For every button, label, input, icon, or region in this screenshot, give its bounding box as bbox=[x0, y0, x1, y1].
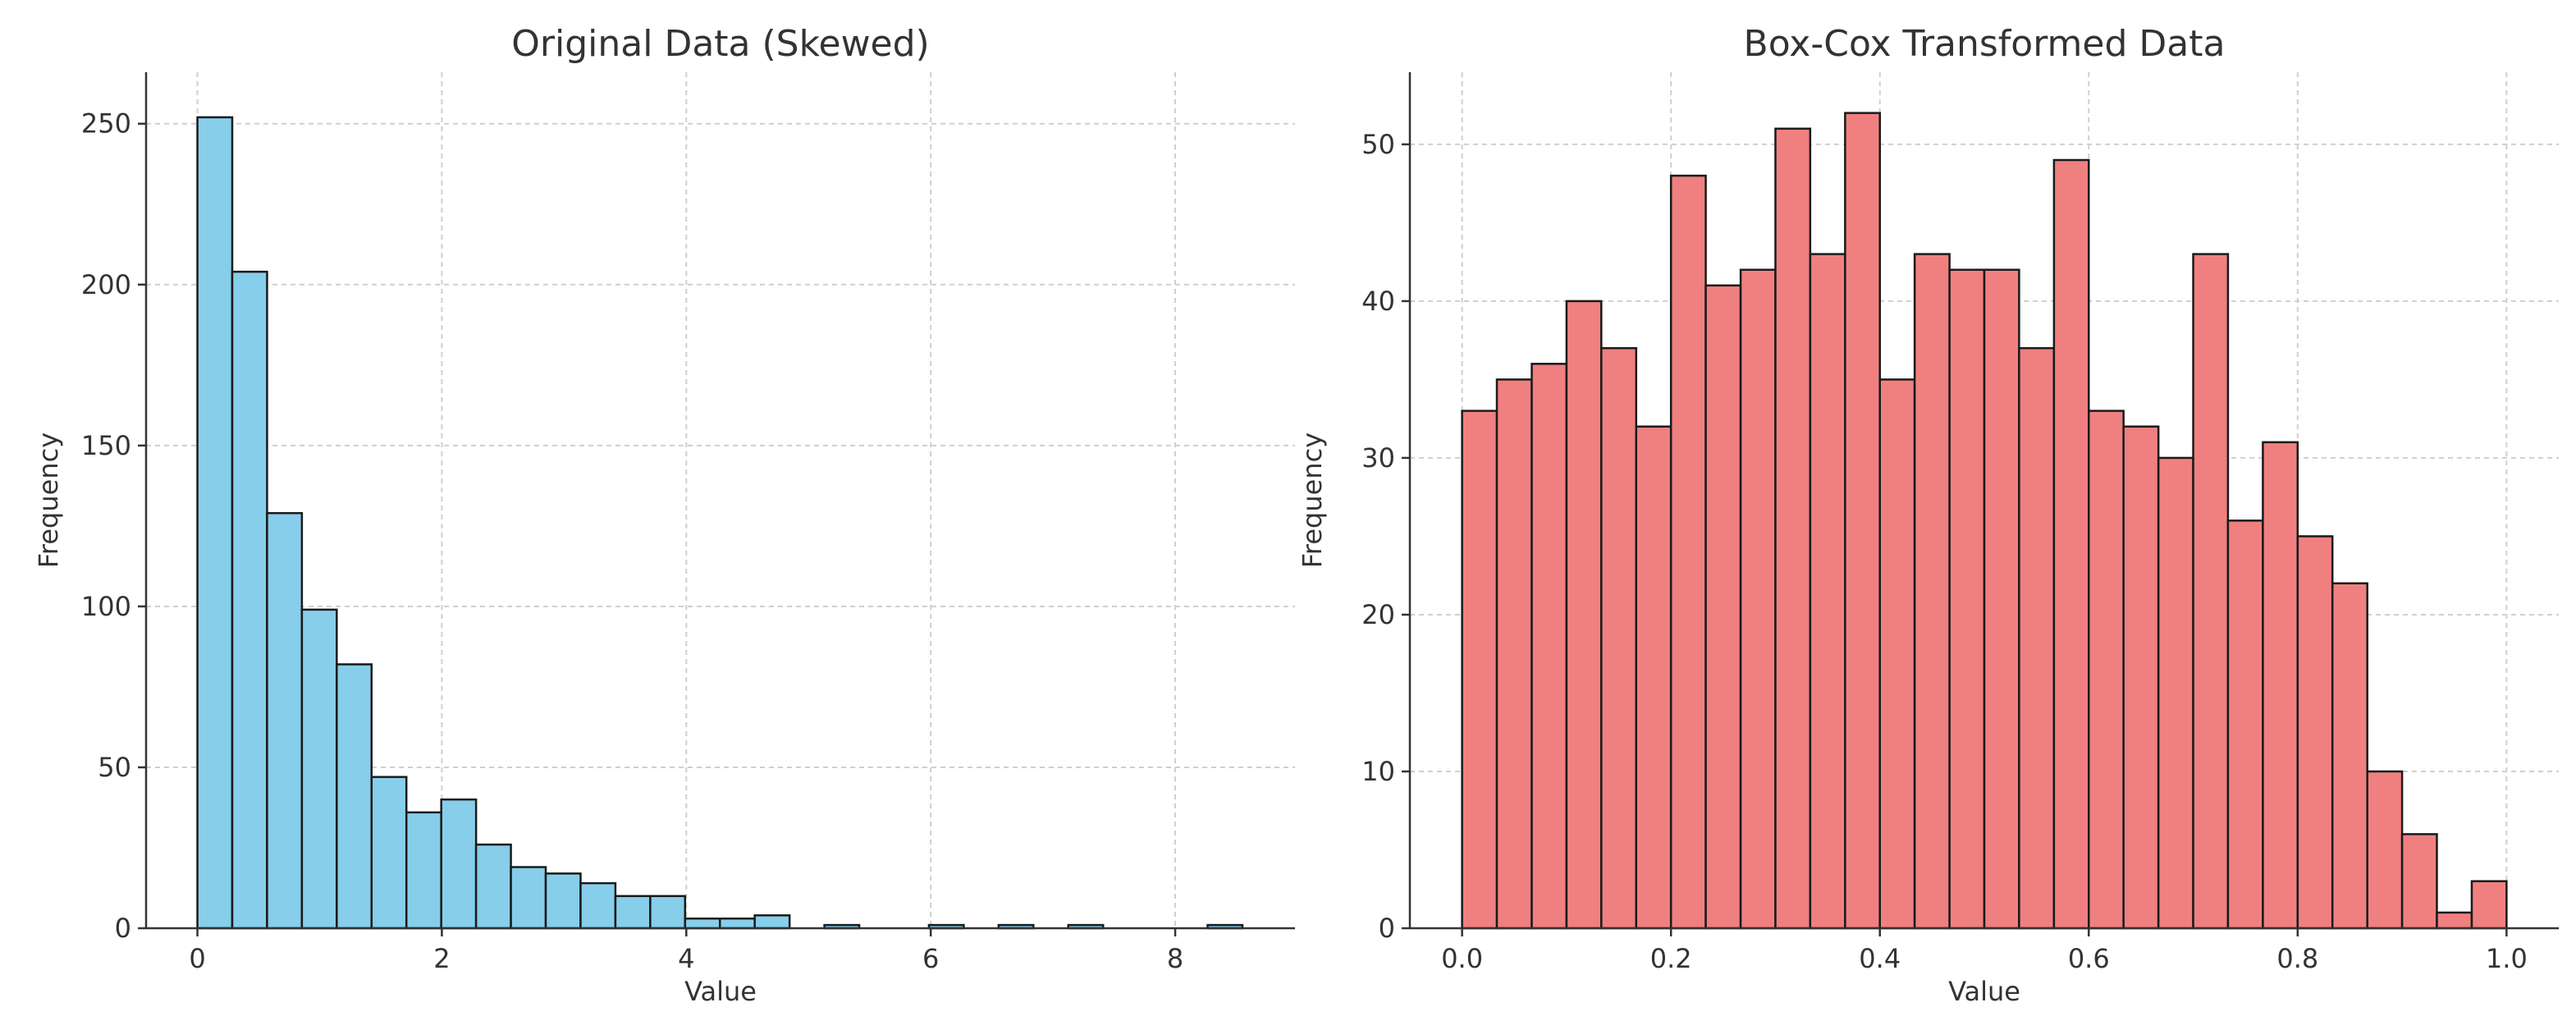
y-axis-label: Frequency bbox=[1297, 433, 1328, 568]
y-tick-label: 0 bbox=[115, 913, 131, 944]
x-axis-label: Value bbox=[1948, 976, 2020, 1007]
histogram-bar bbox=[1531, 363, 1568, 930]
histogram-bar bbox=[266, 511, 304, 930]
y-tick-label: 250 bbox=[81, 108, 131, 140]
histogram-bar bbox=[614, 895, 652, 930]
histogram-bar bbox=[1635, 425, 1672, 930]
histogram-bar bbox=[2157, 456, 2194, 930]
chart-title: Original Data (Skewed) bbox=[511, 23, 929, 65]
histogram-bar bbox=[2331, 582, 2368, 930]
x-tick-label: 0.2 bbox=[1650, 943, 1692, 974]
x-tick-label: 0 bbox=[189, 943, 205, 974]
histogram-bar bbox=[579, 881, 617, 930]
histogram-bar bbox=[1948, 268, 1986, 930]
histogram-bar bbox=[2052, 158, 2090, 930]
histogram-bar bbox=[2018, 346, 2056, 930]
histogram-bar bbox=[300, 608, 338, 930]
histogram-bar bbox=[649, 895, 687, 930]
y-tick-label: 0 bbox=[1379, 913, 1395, 944]
axes-spines bbox=[1408, 72, 2559, 930]
histogram-bar bbox=[719, 917, 756, 930]
histogram-bar bbox=[1739, 268, 1777, 930]
x-tick-label: 2 bbox=[433, 943, 450, 974]
histogram-bar bbox=[1669, 174, 1707, 930]
bars bbox=[196, 116, 1244, 930]
y-axis-label: Frequency bbox=[33, 433, 64, 568]
histogram-bar bbox=[1809, 253, 1846, 930]
histogram-bar bbox=[370, 776, 408, 930]
histogram-bar bbox=[1844, 112, 1881, 930]
histogram-bar bbox=[1461, 410, 1498, 930]
y-tick-label: 200 bbox=[81, 269, 131, 300]
y-tick-label: 10 bbox=[1361, 756, 1395, 787]
histogram-bar bbox=[2088, 410, 2125, 930]
histogram-bar bbox=[2262, 441, 2299, 930]
y-tick-label: 150 bbox=[81, 430, 131, 461]
histogram-bar bbox=[2470, 880, 2508, 930]
y-tick-label: 100 bbox=[81, 591, 131, 622]
histogram-bar bbox=[753, 914, 791, 930]
axes-spines bbox=[144, 72, 1295, 930]
x-tick-label: 0.8 bbox=[2276, 943, 2318, 974]
histogram-bar bbox=[1704, 284, 1742, 930]
x-tick-label: 1.0 bbox=[2486, 943, 2528, 974]
histogram-original: 0 2 4 6 8 0 50 100 150 200 250 Original Data (Skew… bbox=[33, 23, 1295, 1007]
y-tick-label: 50 bbox=[1361, 129, 1395, 160]
histogram-bar bbox=[1565, 300, 1603, 930]
histogram-bar bbox=[196, 116, 234, 930]
histogram-bar bbox=[684, 917, 721, 930]
histogram-bar bbox=[2400, 833, 2438, 930]
y-tick-label: 30 bbox=[1361, 442, 1395, 474]
histogram-bar bbox=[510, 866, 547, 930]
y-tick-label: 20 bbox=[1361, 599, 1395, 630]
histogram-bar bbox=[474, 843, 512, 930]
ticks: 0 2 4 6 8 0 50 100 150 200 250 bbox=[81, 108, 1183, 974]
histogram-bar bbox=[1495, 378, 1533, 930]
x-tick-label: 0.4 bbox=[1859, 943, 1901, 974]
ticks: 0.0 0.2 0.4 0.6 0.8 1.0 0 10 20 30 40 50 bbox=[1361, 129, 2528, 974]
x-tick-label: 8 bbox=[1167, 943, 1183, 974]
bars bbox=[1461, 112, 2508, 930]
histogram-bar bbox=[1913, 253, 1951, 930]
histogram-bar bbox=[2296, 535, 2334, 930]
y-tick-label: 50 bbox=[98, 752, 131, 783]
histogram-bar bbox=[1600, 346, 1638, 930]
y-tick-label: 40 bbox=[1361, 286, 1395, 317]
histogram-boxcox: 0.0 0.2 0.4 0.6 0.8 1.0 0 10 20 30 40 50 Box-Cox Tr… bbox=[1297, 23, 2559, 1007]
x-tick-label: 0.6 bbox=[2068, 943, 2110, 974]
histogram-bar bbox=[1983, 268, 2020, 930]
histogram-bar bbox=[2226, 520, 2264, 930]
histogram-bar bbox=[440, 798, 478, 930]
histogram-bar bbox=[231, 270, 268, 930]
x-axis-label: Value bbox=[684, 976, 757, 1007]
histogram-bar bbox=[544, 872, 582, 930]
chart-title: Box-Cox Transformed Data bbox=[1744, 23, 2226, 65]
x-tick-label: 4 bbox=[678, 943, 694, 974]
x-tick-label: 6 bbox=[922, 943, 939, 974]
histogram-bar bbox=[2366, 770, 2404, 930]
histogram-bar bbox=[405, 811, 442, 930]
histogram-bar bbox=[336, 663, 373, 930]
histogram-bar bbox=[1878, 378, 1916, 930]
histogram-bar bbox=[2192, 253, 2230, 930]
histogram-bar bbox=[2122, 425, 2160, 930]
x-tick-label: 0.0 bbox=[1441, 943, 1483, 974]
histogram-bar bbox=[2436, 911, 2473, 930]
histogram-bar bbox=[1774, 127, 1812, 930]
